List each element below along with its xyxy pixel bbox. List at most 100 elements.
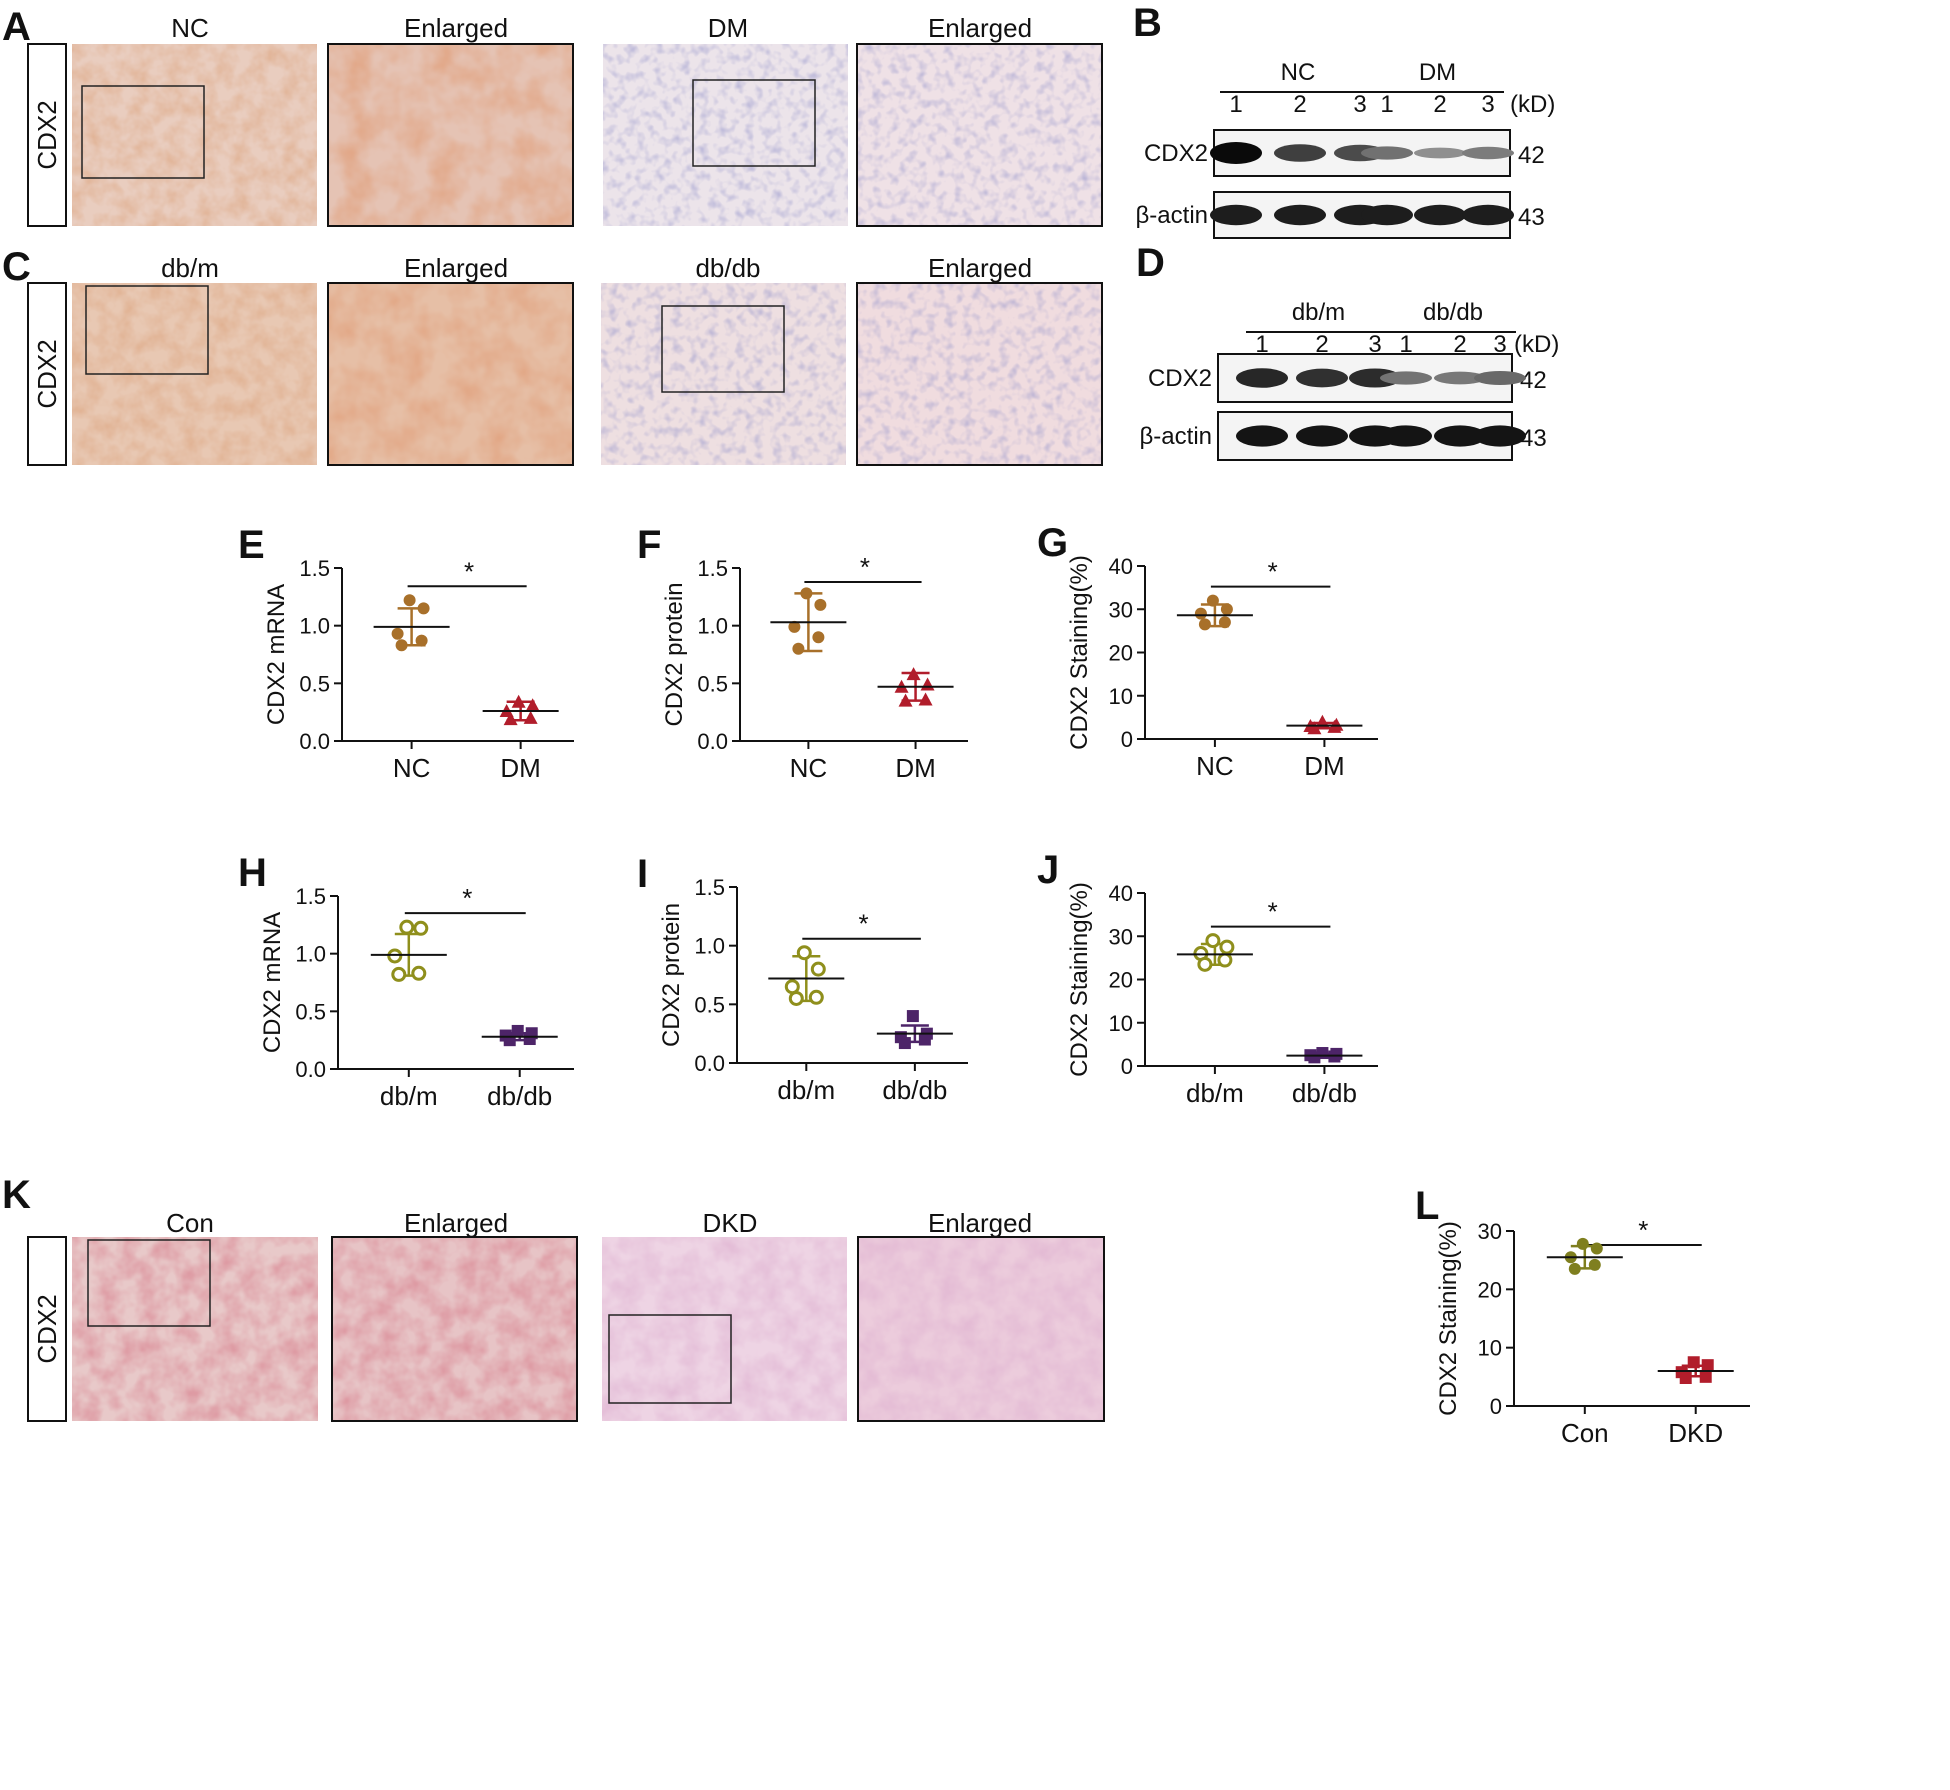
data-point [918,692,933,706]
image-title-enlarged-con: Enlarged [404,1208,508,1238]
blot-lane-number: 3 [1493,331,1506,358]
data-point [808,989,824,1005]
x-category-label: DKD [1668,1418,1723,1448]
blot-lane-number: 1 [1380,91,1393,118]
side-label-box [27,282,67,466]
blot-band [1210,204,1262,226]
blot-unit: (kD) [1514,331,1559,358]
chart-e: E 0.0 0.5 1.0 1.5 NC DM CDX2 mRNA * [238,523,574,783]
x-category-label: DM [1304,751,1344,781]
y-tick-label: 0 [1121,727,1133,752]
chart-j: J 0 10 20 30 40 db/m db/db CDX2 Staining(%) * [1037,848,1378,1108]
significance-star: * [859,909,869,939]
chart-h: H 0.0 0.5 1.0 1.5 db/m db/db CDX2 mRNA * [238,851,574,1111]
y-tick-label: 1.5 [299,556,330,581]
ihc-image-dkd [602,1237,847,1421]
data-point [1590,1242,1603,1255]
y-tick-label: 0.5 [295,999,326,1024]
series-treatment [481,1024,558,1047]
ihc-image-nc [72,44,317,226]
panel-letter-c: C [2,245,31,289]
data-point [1194,607,1207,620]
series-treatment [1286,1047,1363,1064]
blot-band [1434,371,1486,385]
y-tick-label: 10 [1109,1011,1133,1036]
data-point [503,712,518,726]
series-control [1176,933,1253,972]
data-point [1197,956,1213,972]
significance-star: * [464,556,474,586]
data-point [918,1033,931,1046]
image-title-enlarged-dbdb: Enlarged [928,253,1032,283]
blot-lane-number: 2 [1293,91,1306,118]
ihc-image-enlarged-con [331,1236,578,1422]
y-tick-label: 30 [1478,1219,1502,1244]
panel-letter: H [238,851,267,895]
x-category-label: db/m [380,1081,438,1111]
blot-band [1414,147,1466,159]
panel-letter: F [637,523,661,567]
blot-lane-number: 2 [1433,91,1446,118]
y-axis-title: CDX2 mRNA [259,912,286,1053]
image-title-enlarged-dbm: Enlarged [404,253,508,283]
blot-band [1236,425,1288,447]
blot-row-label: β-actin [1140,423,1213,450]
data-point [503,1034,516,1047]
y-axis-title: CDX2 protein [658,903,685,1047]
data-point [415,634,428,647]
y-tick-label: 0 [1490,1394,1502,1419]
roi-box [661,305,785,393]
y-tick-label: 1.0 [694,934,725,959]
panel-letter: J [1037,848,1059,892]
side-label-box [27,1236,67,1422]
series-control [770,587,847,655]
data-point [792,642,805,655]
image-title-dbm: db/m [161,253,219,283]
blot-band [1361,146,1413,160]
data-point [411,965,427,981]
data-point [1701,1359,1714,1372]
ihc-image-con [72,1237,318,1421]
data-point [413,920,429,936]
y-tick-label: 10 [1478,1336,1502,1361]
x-category-label: DM [500,753,540,783]
data-point [898,1037,911,1050]
series-treatment [1657,1356,1734,1384]
data-point [1206,594,1219,607]
blot-lane-number: 1 [1399,331,1412,358]
blot-group-label: DM [1419,59,1456,86]
roi-box [85,285,209,375]
blot-group-label: db/m [1292,299,1345,326]
y-tick-label: 1.0 [299,614,330,639]
ihc-image-enlarged-dkd [857,1236,1105,1422]
blot-lane-number: 3 [1368,331,1381,358]
panel-letter: B [1133,1,1162,45]
panel-k: K CDX2 Con Enlarged DKD Enlarged [2,1173,1105,1422]
y-tick-label: 40 [1109,554,1133,579]
y-tick-label: 0 [1121,1054,1133,1079]
blot-band [1474,425,1526,447]
blot-band [1414,204,1466,226]
x-category-label: NC [393,753,431,783]
blot-group-label: NC [1281,59,1316,86]
data-point [898,693,913,707]
series-control [768,945,845,1006]
blot-kd-label: 43 [1518,204,1545,231]
blot-kd-label: 42 [1518,142,1545,169]
significance-star: * [860,552,870,582]
panel-letter: E [238,523,265,567]
series-control [1176,594,1253,631]
chart-f: F 0.0 0.5 1.0 1.5 NC DM CDX2 protein * [637,523,968,783]
roi-box [692,79,816,167]
blot-group-label: db/db [1423,299,1483,326]
ihc-image-enlarged-dm [856,43,1103,227]
side-label-cdx2: CDX2 [32,1294,62,1363]
panel-b: BNC DM1 2 3 1 2 3 (kD)CDX2 42β-actin 43 [1133,1,1555,239]
data-point [814,598,827,611]
panel-letter: D [1136,241,1165,285]
blot-band [1236,368,1288,388]
data-point [906,1010,919,1023]
y-tick-label: 0.5 [694,992,725,1017]
data-point [387,948,403,964]
data-point [1308,1051,1321,1064]
